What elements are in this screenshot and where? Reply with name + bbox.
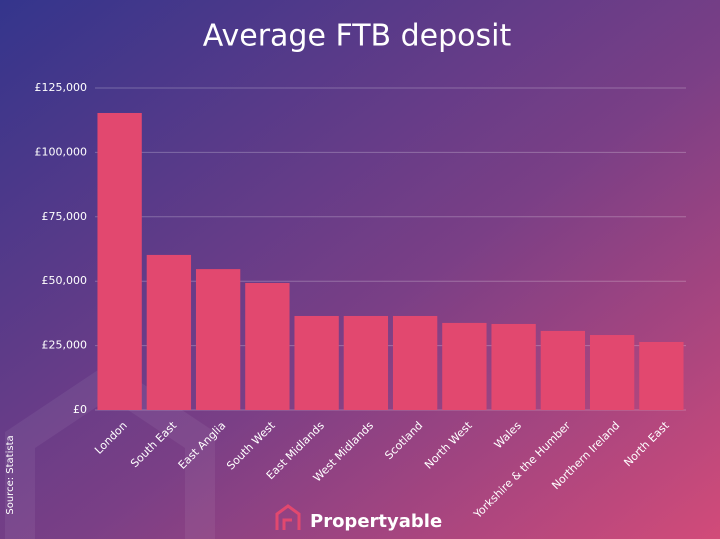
bar [639,341,684,410]
y-tick-label: £100,000 [35,145,88,158]
bar [491,323,536,410]
y-tick-label: £75,000 [42,210,88,223]
bar [245,283,290,410]
bar [146,254,192,410]
source-note: Source: Statista [5,435,16,514]
brand-logo [275,504,301,530]
bar [589,335,635,410]
y-tick-label: £0 [73,403,87,416]
bar [442,322,487,410]
bar [392,315,438,410]
brand-name: Propertyable [310,511,442,532]
bar [195,269,241,410]
y-tick-label: £25,000 [42,339,88,352]
y-tick-label: £125,000 [35,81,88,94]
chart-title: Average FTB deposit [203,19,512,54]
bar [540,330,586,410]
y-tick-label: £50,000 [42,274,88,287]
bar [294,315,339,410]
bar [97,112,142,411]
bar [343,315,389,410]
